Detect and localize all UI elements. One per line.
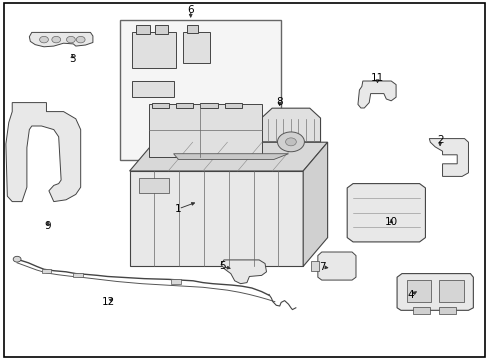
Circle shape	[13, 256, 21, 262]
Polygon shape	[6, 103, 81, 202]
Text: 7: 7	[319, 262, 325, 272]
Polygon shape	[303, 142, 327, 266]
Circle shape	[66, 36, 75, 43]
Bar	[183, 32, 210, 63]
Text: 11: 11	[370, 73, 384, 84]
Polygon shape	[346, 184, 425, 242]
Text: 6: 6	[187, 5, 194, 15]
Bar	[406, 280, 430, 302]
Bar	[132, 32, 176, 68]
Bar	[186, 25, 197, 33]
Bar	[176, 103, 193, 108]
Bar	[310, 261, 319, 271]
Text: 8: 8	[276, 96, 283, 107]
Text: 1: 1	[175, 204, 182, 214]
Polygon shape	[317, 252, 355, 280]
Bar	[41, 269, 51, 273]
Circle shape	[76, 36, 85, 43]
Circle shape	[40, 36, 48, 43]
Bar	[149, 104, 261, 157]
Text: 2: 2	[436, 135, 443, 145]
Polygon shape	[129, 171, 303, 266]
Polygon shape	[261, 108, 320, 142]
Polygon shape	[221, 260, 266, 284]
Bar	[200, 103, 217, 108]
Bar	[139, 178, 168, 193]
Bar	[224, 103, 242, 108]
Circle shape	[277, 132, 304, 152]
Bar	[438, 280, 463, 302]
Circle shape	[52, 36, 61, 43]
Text: 12: 12	[102, 297, 115, 307]
Bar	[136, 25, 149, 34]
Circle shape	[285, 138, 296, 146]
Polygon shape	[29, 32, 93, 47]
Polygon shape	[129, 142, 327, 171]
Text: 5: 5	[219, 261, 225, 271]
Bar	[120, 20, 281, 160]
Text: 9: 9	[44, 221, 51, 231]
Bar	[171, 279, 181, 284]
Polygon shape	[428, 139, 468, 176]
Bar	[132, 81, 173, 97]
Polygon shape	[396, 274, 472, 310]
Bar	[73, 273, 83, 277]
Text: 10: 10	[384, 217, 397, 228]
Bar	[151, 103, 168, 108]
Polygon shape	[357, 81, 395, 108]
Bar	[154, 25, 168, 34]
Polygon shape	[173, 154, 288, 159]
Text: 3: 3	[69, 54, 76, 64]
Bar	[412, 307, 429, 314]
Bar	[438, 307, 455, 314]
Text: 4: 4	[407, 290, 413, 300]
